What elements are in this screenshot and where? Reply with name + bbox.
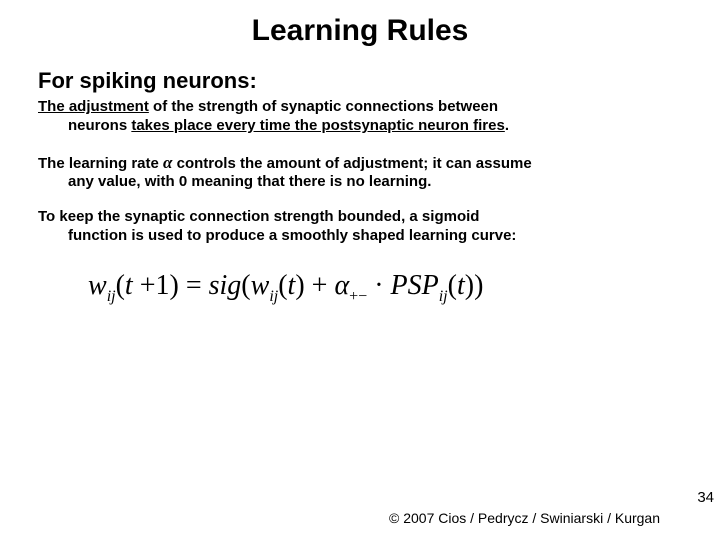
eq-lp4: ( [448,270,457,301]
eq-dot: · [367,270,390,301]
eq-pm: +− [349,288,367,305]
slide-title: Learning Rules [0,0,720,54]
eq-plus1: +1 [133,270,170,301]
para1-cont2: neurons [68,117,131,134]
paragraph-2: The learning rate α controls the amount … [0,152,720,193]
slide: Learning Rules For spiking neurons: The … [0,0,720,540]
para2-line1a: The learning rate [38,155,163,172]
eq-rp2: ) [295,270,304,301]
para1-cont1: of the strength of synaptic connections … [149,98,498,115]
paragraph-1: The adjustment of the strength of synapt… [0,98,720,136]
eq-rp1: ) [169,270,178,301]
eq-alpha: α [334,270,349,301]
para1-lead: The adjustment [38,98,149,115]
eq-sig: sig [209,270,242,301]
eq-w2: w [251,270,270,301]
eq-rp4: ) [474,270,483,301]
eq-t1: t [125,270,133,301]
para1-cont3: . [505,117,509,134]
slide-subtitle: For spiking neurons: [0,54,720,94]
eq-w1: w [88,270,107,301]
para1-line2: neurons takes place every time the posts… [38,117,684,136]
eq-rp3: ) [465,270,474,301]
equation: wij(t +1) = sig(wij(t) + α+− · PSPij(t)) [0,262,720,306]
para3-line2: function is used to produce a smoothly s… [38,227,684,246]
eq-lp2: ( [241,270,250,301]
para1-underline2: takes place every time the postsynaptic … [131,117,504,134]
paragraph-3: To keep the synaptic connection strength… [0,208,720,246]
copyright: © 2007 Cios / Pedrycz / Swiniarski / Kur… [389,510,660,526]
para2-line2: any value, with 0 meaning that there is … [38,173,684,192]
eq-t3: t [457,270,465,301]
eq-lp1: ( [116,270,125,301]
eq-psp: PSP [391,270,439,301]
eq-ij2: ij [269,288,278,305]
eq-eq: = [179,270,209,301]
page-number: 34 [697,489,714,506]
eq-ij3: ij [439,288,448,305]
eq-ij1: ij [107,288,116,305]
eq-plus: + [305,270,335,301]
eq-lp3: ( [278,270,287,301]
para3-line1: To keep the synaptic connection strength… [38,208,479,225]
para2-line1b: controls the amount of adjustment; it ca… [172,155,531,172]
